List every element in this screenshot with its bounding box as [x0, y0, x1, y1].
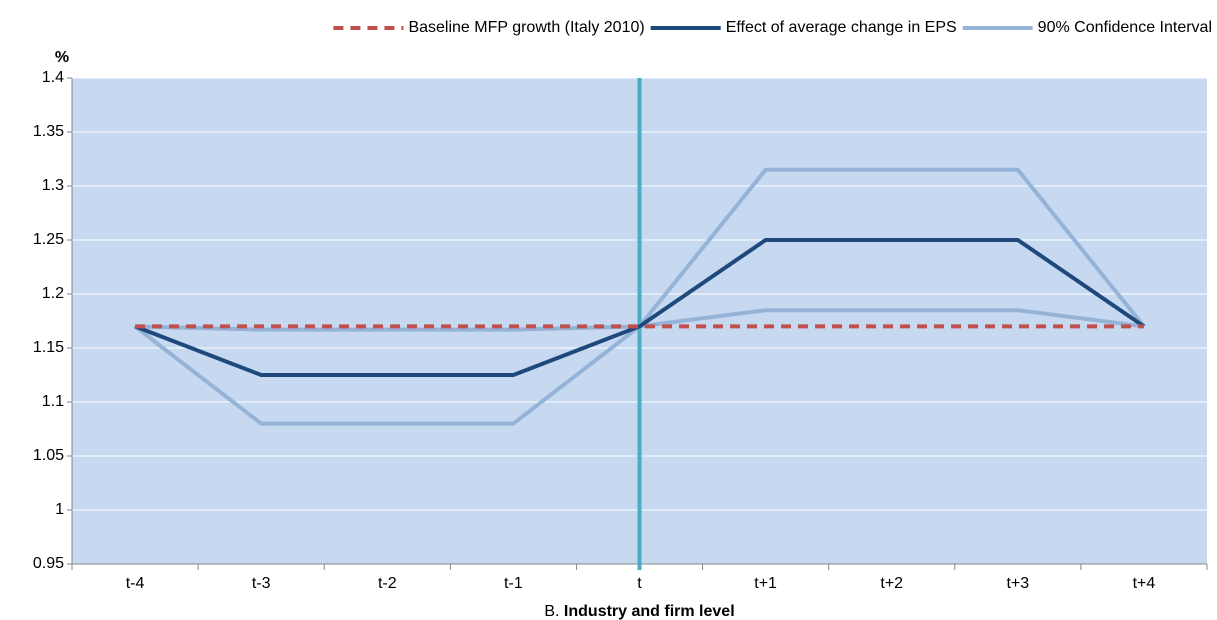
- x-axis-label: B. Industry and firm level: [544, 603, 734, 620]
- y-tick-label: 1.15: [33, 339, 64, 356]
- legend-item: Effect of average change in EPS: [650, 19, 957, 36]
- y-tick-label: 1: [55, 501, 64, 518]
- legend-label: Effect of average change in EPS: [726, 19, 957, 36]
- legend-item: Baseline MFP growth (Italy 2010): [333, 19, 645, 36]
- y-tick-label: 1.1: [42, 393, 64, 410]
- y-axis-label: %: [55, 49, 69, 66]
- legend-label: 90% Confidence Interval: [1038, 19, 1212, 36]
- x-tick-label: t-3: [252, 575, 271, 592]
- x-tick-label: t-2: [378, 575, 397, 592]
- x-tick-label: t+3: [1006, 575, 1029, 592]
- series-line: [134, 238, 1146, 377]
- y-tick-label: 1.25: [33, 231, 64, 248]
- y-tick-label: 1.4: [42, 69, 64, 86]
- y-tick-label: 0.95: [33, 555, 64, 572]
- x-tick-label: t-1: [504, 575, 523, 592]
- x-label-text: Industry and firm level: [564, 603, 735, 620]
- legend-label: Baseline MFP growth (Italy 2010): [408, 19, 644, 36]
- y-tick-label: 1.2: [42, 285, 64, 302]
- y-tick-label: 1.05: [33, 447, 64, 464]
- x-tick-label: t+1: [754, 575, 777, 592]
- x-tick-label: t: [637, 575, 642, 592]
- y-tick-label: 1.35: [33, 123, 64, 140]
- x-label-prefix: B.: [544, 603, 559, 620]
- legend-item: 90% Confidence Interval: [962, 19, 1212, 36]
- x-tick-label: t-4: [126, 575, 145, 592]
- x-tick-label: t+2: [880, 575, 903, 592]
- y-tick-label: 1.3: [42, 177, 64, 194]
- x-tick-label: t+4: [1133, 575, 1156, 592]
